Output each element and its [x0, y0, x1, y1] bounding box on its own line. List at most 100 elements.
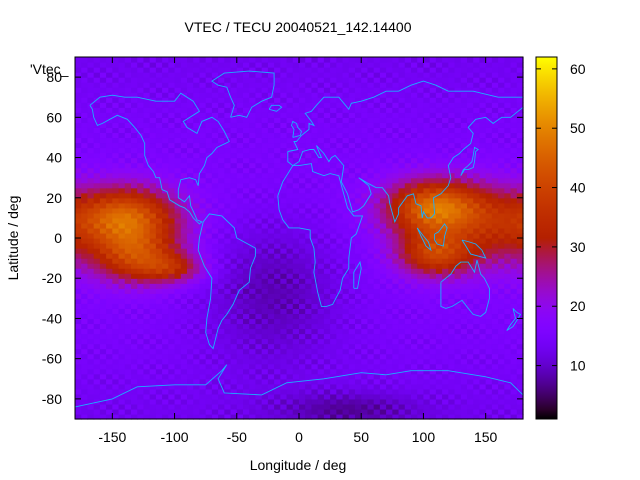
heatmap-cell: [386, 62, 393, 68]
heatmap-cell: [137, 248, 145, 254]
heatmap-cell: [404, 383, 412, 390]
heatmap-cell: [131, 328, 138, 335]
heatmap-cell: [236, 353, 244, 360]
heatmap-cell: [292, 132, 300, 139]
heatmap-cell: [429, 343, 437, 350]
heatmap-cell: [473, 403, 481, 410]
heatmap-cell: [81, 408, 89, 415]
heatmap-cell: [485, 157, 493, 164]
heatmap-cell: [99, 243, 107, 249]
heatmap-cell: [367, 338, 375, 345]
heatmap-cell: [460, 363, 468, 370]
heatmap-cell: [460, 187, 468, 194]
heatmap-cell: [299, 283, 306, 289]
heatmap-cell: [87, 383, 95, 390]
heatmap-cell: [124, 338, 132, 345]
heatmap-cell: [392, 177, 400, 184]
heatmap-cell: [373, 268, 381, 274]
heatmap-cell: [423, 273, 431, 279]
heatmap-cell: [485, 273, 493, 279]
heatmap-cell: [87, 77, 95, 83]
heatmap-cell: [162, 303, 169, 309]
heatmap-cell: [348, 97, 356, 103]
heatmap-cell: [261, 72, 269, 78]
heatmap-cell: [398, 348, 406, 355]
heatmap-cell: [292, 318, 300, 325]
heatmap-cell: [454, 187, 462, 194]
heatmap-cell: [174, 338, 182, 345]
heatmap-cell: [218, 243, 225, 249]
heatmap-cell: [336, 353, 344, 360]
heatmap-cell: [131, 293, 138, 299]
heatmap-cell: [155, 358, 163, 365]
heatmap-cell: [267, 222, 275, 229]
heatmap-cell: [379, 303, 387, 309]
heatmap-cell: [187, 283, 194, 289]
heatmap-cell: [286, 263, 294, 269]
heatmap-cell: [342, 388, 350, 395]
heatmap-cell: [417, 127, 425, 134]
heatmap-cell: [230, 172, 238, 179]
heatmap-cell: [460, 373, 468, 380]
heatmap-cell: [373, 283, 381, 289]
heatmap-cell: [106, 283, 113, 289]
heatmap-cell: [199, 253, 207, 259]
heatmap-cell: [460, 283, 468, 289]
heatmap-cell: [187, 207, 194, 214]
heatmap-cell: [442, 117, 449, 123]
heatmap-cell: [504, 338, 512, 345]
heatmap-cell: [460, 383, 468, 390]
heatmap-cell: [81, 368, 89, 375]
heatmap-cell: [411, 278, 418, 284]
heatmap-cell: [124, 212, 132, 219]
heatmap-cell: [106, 232, 113, 239]
heatmap-cell: [267, 212, 275, 219]
heatmap-cell: [249, 408, 257, 415]
heatmap-cell: [211, 298, 219, 304]
heatmap-cell: [87, 217, 95, 224]
heatmap-cell: [99, 192, 107, 199]
heatmap-cell: [373, 413, 381, 420]
heatmap-cell: [292, 303, 300, 309]
heatmap-cell: [280, 353, 288, 360]
heatmap-cell: [404, 293, 412, 299]
heatmap-cell: [423, 288, 431, 294]
heatmap-cell: [299, 363, 306, 370]
heatmap-cell: [205, 398, 213, 405]
heatmap-cell: [280, 107, 288, 113]
heatmap-cell: [386, 157, 393, 164]
heatmap-cell: [99, 373, 107, 380]
heatmap-cell: [137, 72, 145, 78]
heatmap-cell: [361, 378, 369, 385]
heatmap-cell: [361, 147, 369, 154]
heatmap-cell: [118, 238, 126, 244]
heatmap-cell: [342, 243, 350, 249]
heatmap-cell: [404, 142, 412, 149]
heatmap-cell: [187, 273, 194, 279]
heatmap-cell: [479, 358, 487, 365]
heatmap-cell: [336, 343, 344, 350]
heatmap-cell: [131, 303, 138, 309]
heatmap-cell: [355, 308, 362, 315]
heatmap-cell: [93, 147, 101, 154]
heatmap-cell: [404, 288, 412, 294]
heatmap-cell: [460, 137, 468, 144]
heatmap-cell: [498, 207, 505, 214]
heatmap-cell: [311, 283, 319, 289]
heatmap-cell: [423, 343, 431, 350]
heatmap-cell: [274, 82, 281, 88]
heatmap-cell: [131, 268, 138, 274]
heatmap-cell: [467, 182, 474, 189]
heatmap-cell: [330, 303, 337, 309]
heatmap-cell: [193, 313, 201, 320]
heatmap-cell: [168, 253, 176, 259]
heatmap-cell: [261, 77, 269, 83]
heatmap-cell: [485, 102, 493, 108]
heatmap-cell: [504, 278, 512, 284]
heatmap-cell: [243, 348, 250, 355]
heatmap-cell: [454, 273, 462, 279]
heatmap-cell: [131, 338, 138, 345]
heatmap-cell: [479, 172, 487, 179]
heatmap-cell: [442, 268, 449, 274]
heatmap-cell: [317, 238, 325, 244]
